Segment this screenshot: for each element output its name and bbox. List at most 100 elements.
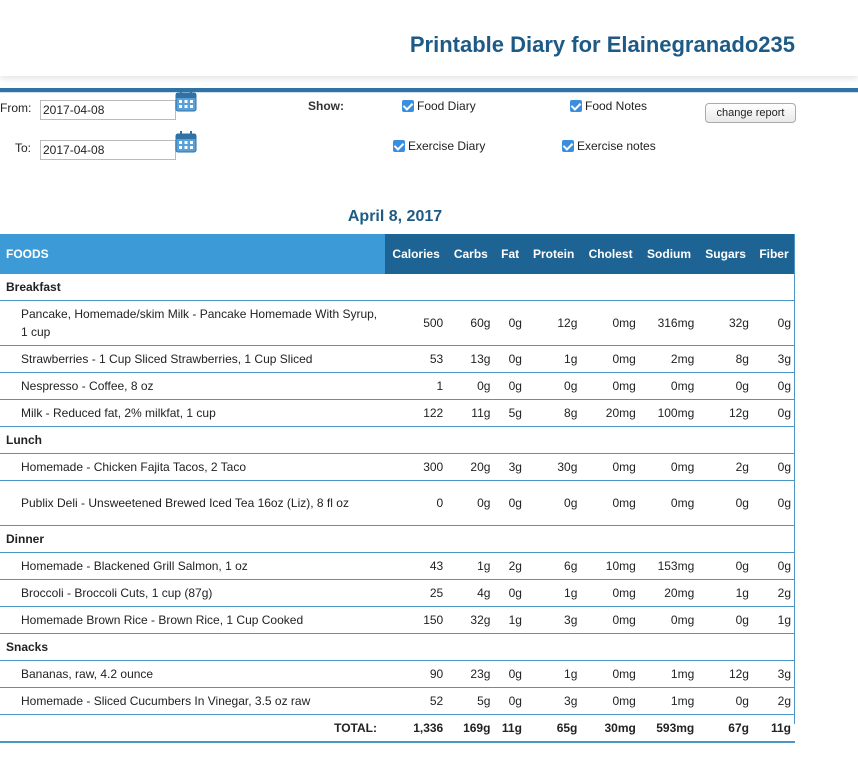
cell-cholest: 0mg [581,345,640,373]
food-notes-checkbox[interactable]: Food Notes [570,99,647,113]
total-calories: 1,336 [385,714,448,743]
cell-fiber: 2g [752,687,795,715]
cell-fat: 0g [494,579,526,607]
cell-protein: 30g [525,453,582,481]
cell-sodium: 100mg [639,399,699,427]
cell-calories: 43 [385,552,448,580]
total-fiber: 11g [752,714,795,743]
cell-fat: 0g [494,300,526,346]
cell-fat: 2g [494,552,526,580]
cell-cholest: 0mg [581,453,640,481]
cell-sodium: 0mg [639,606,699,634]
cell-fiber: 0g [752,372,795,400]
cell-protein: 1g [525,345,582,373]
cell-cholest: 0mg [581,660,640,688]
cell-cholest: 20mg [581,399,640,427]
food-name: Homemade - Blackened Grill Salmon, 1 oz [0,552,385,580]
cell-fat: 0g [494,345,526,373]
cell-fat: 0g [494,480,526,526]
cell-sugars: 12g [698,660,753,688]
calendar-icon[interactable] [175,131,197,153]
cell-carbs: 0g [447,372,495,400]
header-bar [0,0,858,76]
cell-fiber: 0g [752,300,795,346]
calendar-icon[interactable] [175,90,197,112]
cell-carbs: 1g [447,552,495,580]
cell-fiber: 3g [752,345,795,373]
food-name: Homemade - Chicken Fajita Tacos, 2 Taco [0,453,385,481]
checkbox-checked-icon[interactable] [562,140,574,152]
checkbox-checked-icon[interactable] [402,100,414,112]
column-header-foods: FOODS [0,234,385,274]
total-sodium: 593mg [639,714,699,743]
exercise-diary-checkbox[interactable]: Exercise Diary [393,139,485,153]
cell-carbs: 23g [447,660,495,688]
food-name: Publix Deli - Unsweetened Brewed Iced Te… [0,480,385,526]
column-header-protein: Protein [525,234,582,274]
total-protein: 65g [525,714,582,743]
food-name: Strawberries - 1 Cup Sliced Strawberries… [0,345,385,373]
cell-sodium: 1mg [639,660,699,688]
cell-sugars: 8g [698,345,753,373]
table-row: Homemade Brown Rice - Brown Rice, 1 Cup … [0,606,795,634]
table-row: Homemade - Sliced Cucumbers In Vinegar, … [0,687,795,715]
cell-fiber: 0g [752,453,795,481]
meal-name: Snacks [0,633,795,661]
cell-carbs: 20g [447,453,495,481]
meal-name: Dinner [0,525,795,553]
cell-protein: 0g [525,372,582,400]
show-label: Show: [308,99,344,113]
cell-fiber: 0g [752,399,795,427]
total-cholest: 30mg [581,714,640,743]
meal-row: Lunch [0,426,795,454]
food-diary-table: FOODS Calories Carbs Fat Protein Cholest… [0,234,795,743]
cell-calories: 300 [385,453,448,481]
cell-sugars: 0g [698,606,753,634]
food-name: Bananas, raw, 4.2 ounce [0,660,385,688]
checkbox-checked-icon[interactable] [570,100,582,112]
food-name: Milk - Reduced fat, 2% milkfat, 1 cup [0,399,385,427]
table-row: Milk - Reduced fat, 2% milkfat, 1 cup 122… [0,399,795,427]
cell-fiber: 1g [752,606,795,634]
cell-cholest: 0mg [581,372,640,400]
cell-cholest: 0mg [581,579,640,607]
cell-protein: 3g [525,687,582,715]
table-header-row: FOODS Calories Carbs Fat Protein Cholest… [0,234,795,274]
food-diary-checkbox[interactable]: Food Diary [402,99,476,113]
date-heading-wrap: April 8, 2017 [0,208,858,226]
cell-protein: 0g [525,480,582,526]
exercise-notes-checkbox[interactable]: Exercise notes [562,139,656,153]
table-row: Homemade - Blackened Grill Salmon, 1 oz 4… [0,552,795,580]
meal-row: Snacks [0,633,795,661]
table-row: Homemade - Chicken Fajita Tacos, 2 Taco 3… [0,453,795,481]
from-label: From: [0,101,32,115]
cell-sugars: 0g [698,480,753,526]
checkbox-checked-icon[interactable] [393,140,405,152]
cell-sodium: 316mg [639,300,699,346]
table-right-border [794,234,795,724]
cell-fiber: 3g [752,660,795,688]
cell-cholest: 0mg [581,687,640,715]
cell-carbs: 4g [447,579,495,607]
cell-cholest: 0mg [581,300,640,346]
food-diary-label: Food Diary [417,99,476,113]
cell-carbs: 32g [447,606,495,634]
cell-sodium: 20mg [639,579,699,607]
cell-sugars: 0g [698,552,753,580]
cell-cholest: 0mg [581,480,640,526]
food-name: Nespresso - Coffee, 8 oz [0,372,385,400]
food-name: Pancake, Homemade/skim Milk - Pancake Ho… [0,300,385,346]
cell-sugars: 0g [698,372,753,400]
to-date-input[interactable] [40,140,176,160]
table-body: Breakfast Pancake, Homemade/skim Milk - P… [0,274,795,743]
cell-sugars: 32g [698,300,753,346]
meal-row: Dinner [0,525,795,553]
change-report-button[interactable]: change report [705,103,796,123]
cell-protein: 3g [525,606,582,634]
total-row: TOTAL: 1,336 169g 11g 65g 30mg 593mg 67g… [0,714,795,743]
meal-row: Breakfast [0,274,795,301]
from-date-input[interactable] [40,100,176,120]
page-title: Printable Diary for Elainegranado235 [409,32,795,57]
cell-fat: 5g [494,399,526,427]
header-divider [0,88,858,92]
